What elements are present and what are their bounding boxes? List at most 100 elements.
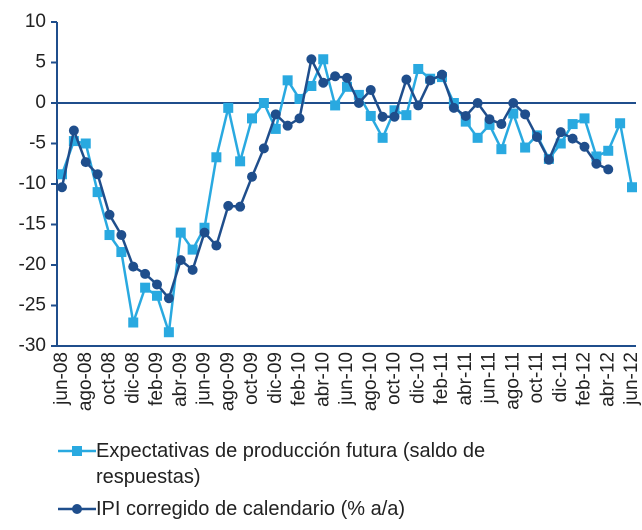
- y-tick-label: 5: [35, 52, 46, 73]
- point: [472, 132, 483, 143]
- point: [258, 98, 269, 108]
- point: [532, 132, 542, 143]
- x-tick-label: jun-11: [479, 352, 500, 404]
- point: [484, 119, 495, 130]
- point: [555, 127, 566, 138]
- point: [496, 119, 507, 130]
- x-tick-label: abr-09: [170, 352, 191, 407]
- point: [104, 230, 115, 241]
- point: [211, 240, 222, 251]
- point: [567, 133, 578, 144]
- point: [270, 109, 281, 120]
- point: [235, 201, 246, 212]
- point: [187, 244, 198, 255]
- point: [72, 446, 82, 456]
- legend-item: IPI corregido de calendario (% a/a): [58, 496, 496, 522]
- legend-swatch: [58, 446, 96, 456]
- y-tick-label: -15: [19, 214, 46, 235]
- legend-label: IPI corregido de calendario (% a/a): [96, 498, 406, 520]
- y-tick-label: 0: [35, 92, 46, 113]
- point: [377, 132, 388, 143]
- point: [353, 98, 364, 108]
- x-tick-label: jun-10: [336, 352, 357, 406]
- point: [57, 169, 67, 180]
- point: [579, 113, 590, 124]
- x-tick-label: abr-10: [312, 352, 333, 407]
- point: [318, 54, 329, 65]
- point: [175, 227, 186, 238]
- x-tick-label: feb-10: [289, 352, 310, 406]
- point: [591, 158, 602, 169]
- x-tick-label: feb-09: [146, 352, 167, 406]
- x-tick-label: dic-10: [407, 352, 428, 404]
- x-tick-label: dic-09: [265, 352, 286, 404]
- point: [104, 209, 115, 220]
- point: [282, 75, 293, 86]
- point: [80, 138, 91, 149]
- x-tick-label: ago-10: [360, 352, 381, 411]
- point: [72, 504, 82, 514]
- point: [152, 290, 162, 301]
- y-tick-label: 10: [25, 11, 46, 32]
- point: [520, 142, 531, 153]
- x-tick-label: abr-12: [597, 352, 618, 407]
- y-tick-label: -25: [19, 295, 46, 316]
- point: [163, 327, 174, 338]
- legend-item: Expectativas de producción futura (saldo…: [58, 438, 496, 490]
- point: [484, 114, 495, 125]
- legend-label: Expectativas de producción futura (saldo…: [96, 440, 486, 488]
- point: [330, 100, 341, 111]
- point: [116, 230, 127, 241]
- point: [92, 169, 103, 180]
- x-tick-label: dic-11: [550, 352, 571, 402]
- y-tick-label: -5: [29, 133, 46, 154]
- point: [128, 261, 139, 272]
- y-tick-label: -30: [19, 335, 46, 356]
- y-tick-label: -10: [19, 173, 46, 194]
- point: [365, 110, 376, 121]
- point: [401, 110, 412, 121]
- x-tick-label: oct-09: [241, 352, 262, 405]
- point: [187, 264, 198, 275]
- point: [258, 143, 269, 154]
- series-line: [60, 55, 609, 301]
- point: [603, 145, 614, 156]
- point: [223, 102, 234, 113]
- point: [437, 69, 447, 80]
- x-tick-label: ago-09: [217, 352, 238, 411]
- point: [294, 93, 305, 104]
- x-tick-label: abr-11: [455, 352, 476, 406]
- x-tick-label: jun-08: [51, 352, 72, 406]
- point: [627, 182, 637, 193]
- x-tick-label: feb-11: [431, 352, 452, 404]
- point: [199, 227, 210, 238]
- point: [508, 98, 519, 108]
- point: [389, 111, 400, 122]
- point: [508, 108, 519, 119]
- point: [377, 111, 388, 122]
- point: [330, 71, 341, 82]
- point: [342, 81, 352, 92]
- point: [567, 119, 578, 130]
- point: [211, 152, 222, 163]
- x-tick-label: jun-09: [194, 352, 215, 406]
- x-tick-label: dic-08: [122, 352, 143, 404]
- x-tick-label: jun-12: [621, 352, 642, 406]
- point: [68, 125, 79, 136]
- point: [579, 141, 590, 152]
- point: [496, 144, 507, 155]
- point: [389, 105, 400, 116]
- point: [591, 151, 602, 162]
- x-tick-label: oct-08: [99, 352, 120, 405]
- point: [57, 182, 67, 193]
- x-tick-label: ago-11: [502, 352, 523, 410]
- point: [342, 72, 352, 83]
- x-tick-label: oct-10: [384, 352, 405, 405]
- point: [365, 85, 376, 96]
- legend: Expectativas de producción futura (saldo…: [58, 438, 496, 528]
- point: [520, 109, 531, 120]
- point: [413, 100, 424, 111]
- point: [282, 120, 293, 131]
- point: [223, 200, 234, 211]
